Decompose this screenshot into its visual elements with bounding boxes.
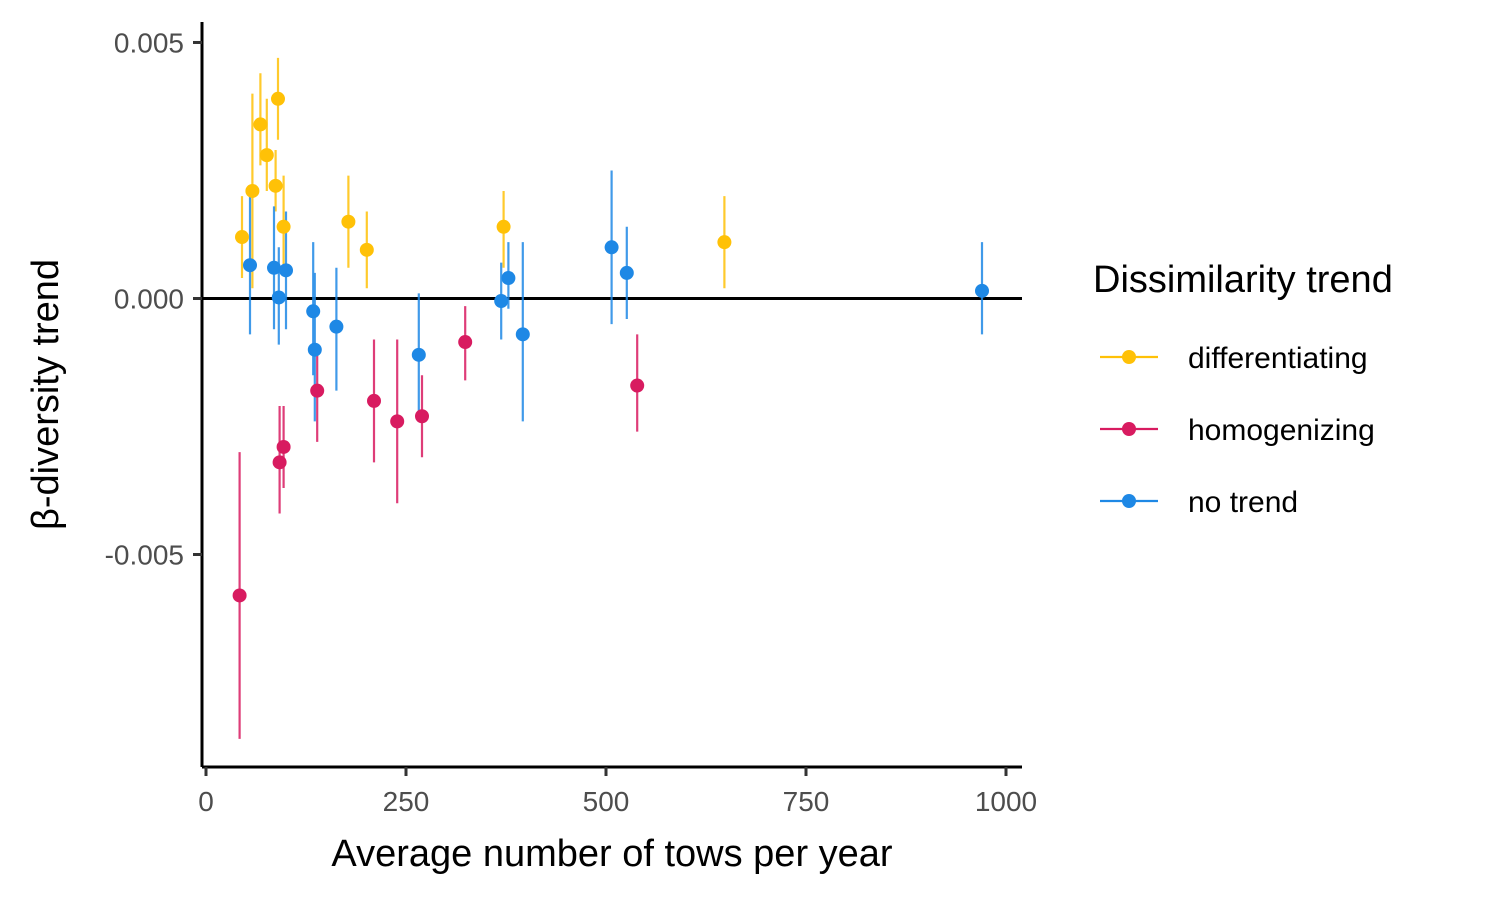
data-point (310, 383, 325, 398)
data-point (630, 378, 645, 393)
plot-area (202, 57, 1022, 739)
data-point (279, 263, 293, 278)
data-point (235, 230, 249, 245)
data-point (329, 319, 344, 334)
data-point (245, 183, 260, 198)
data-point (458, 335, 473, 350)
x-tick-label: 1000 (975, 786, 1037, 817)
x-axis-title: Average number of tows per year (331, 833, 892, 875)
data-point (243, 258, 257, 273)
axes: 0.005 0.000 -0.005 0 250 500 750 1000 (105, 22, 1037, 817)
data-point (367, 393, 381, 408)
data-point (975, 283, 989, 298)
data-point (253, 117, 268, 132)
data-point (494, 294, 509, 309)
legend-item: no trend (1100, 486, 1298, 519)
data-point (232, 588, 247, 603)
data-point (496, 219, 511, 234)
data-point (271, 91, 285, 106)
y-axis-title: β-diversity trend (25, 259, 67, 530)
data-point (604, 240, 619, 255)
x-tick-label: 500 (583, 786, 630, 817)
y-tick-label: 0.000 (114, 283, 184, 314)
data-point (411, 347, 426, 362)
legend-item: homogenizing (1100, 414, 1375, 447)
legend-title: Dissimilarity trend (1093, 259, 1393, 301)
data-point (359, 242, 374, 257)
data-point (501, 271, 516, 286)
x-tick-label: 750 (783, 786, 830, 817)
data-point (267, 260, 281, 275)
data-point (276, 219, 291, 234)
data-point (341, 214, 356, 229)
legend-key-point (1122, 422, 1136, 436)
y-axis-ticks: 0.005 0.000 -0.005 (105, 27, 202, 571)
y-tick-label: -0.005 (105, 540, 184, 571)
data-point (259, 148, 274, 163)
data-point (415, 409, 429, 424)
data-point (272, 455, 287, 470)
y-tick-label: 0.005 (114, 27, 184, 58)
data-point (306, 304, 321, 319)
legend-label: differentiating (1188, 342, 1368, 375)
x-axis-ticks: 0 250 500 750 1000 (198, 767, 1037, 817)
data-point (717, 235, 732, 250)
legend-entries: differentiating homogenizing no trend (1100, 342, 1375, 519)
legend-key-point (1122, 494, 1136, 508)
legend-item: differentiating (1100, 342, 1368, 375)
data-point (307, 342, 322, 357)
data-point (515, 327, 530, 342)
data-point (276, 439, 291, 454)
data-point (619, 265, 634, 280)
x-tick-label: 250 (383, 786, 430, 817)
data-point (268, 178, 283, 193)
data-points (232, 91, 989, 603)
legend-label: homogenizing (1188, 414, 1375, 447)
data-point (390, 414, 405, 429)
legend: Dissimilarity trend differentiating homog… (1093, 259, 1393, 519)
x-tick-label: 0 (198, 786, 214, 817)
legend-key-point (1122, 350, 1136, 364)
legend-label: no trend (1188, 486, 1298, 519)
data-point (271, 290, 286, 305)
